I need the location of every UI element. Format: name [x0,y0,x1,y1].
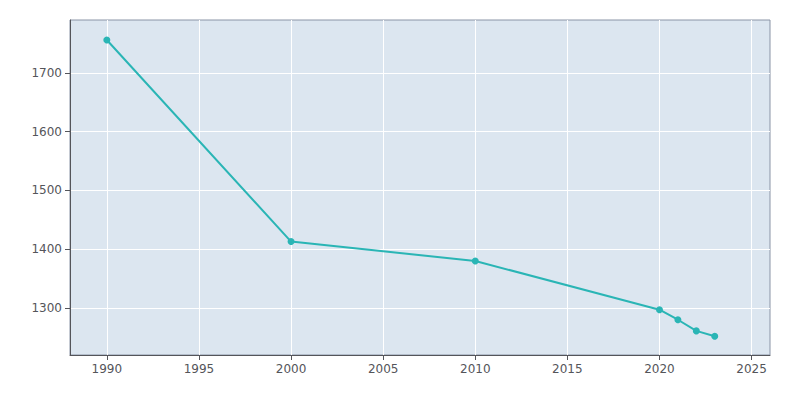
svg-text:1995: 1995 [184,362,215,376]
svg-text:2005: 2005 [368,362,399,376]
svg-text:1700: 1700 [31,66,62,80]
svg-text:2025: 2025 [736,362,767,376]
svg-text:2020: 2020 [644,362,675,376]
svg-text:2015: 2015 [552,362,583,376]
svg-text:1600: 1600 [31,125,62,139]
svg-text:1500: 1500 [31,183,62,197]
svg-text:1990: 1990 [92,362,123,376]
svg-text:1400: 1400 [31,242,62,256]
svg-text:2000: 2000 [276,362,307,376]
svg-text:2010: 2010 [460,362,491,376]
svg-text:1300: 1300 [31,301,62,315]
